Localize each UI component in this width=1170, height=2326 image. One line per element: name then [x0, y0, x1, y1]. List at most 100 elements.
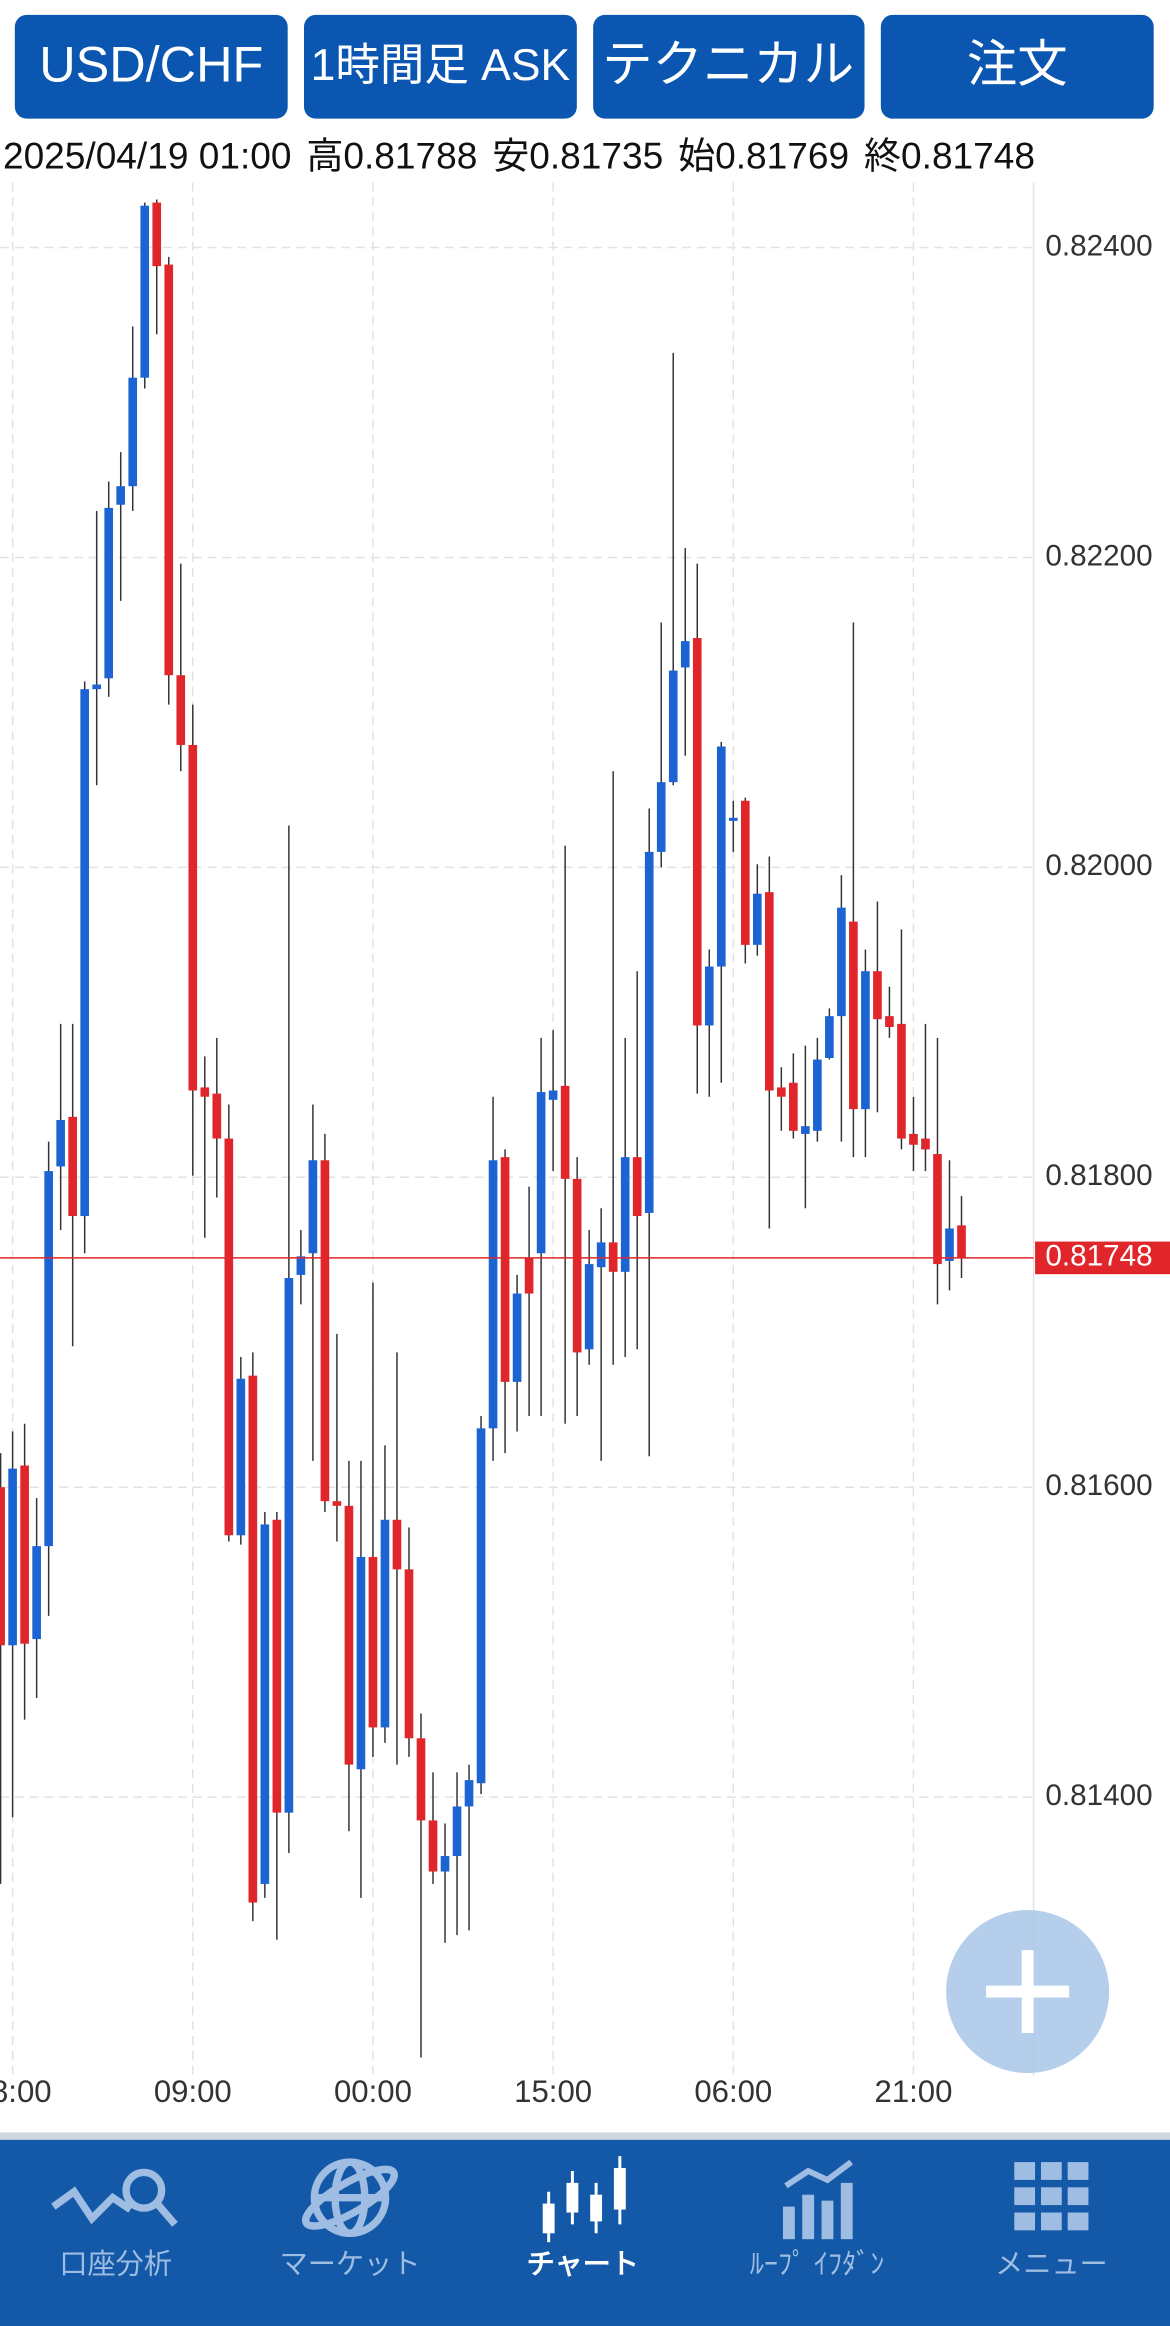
nav-icon-menu	[1014, 2162, 1036, 2180]
nav-icon-menu	[1040, 2162, 1062, 2180]
nav-item[interactable]: メニュー	[995, 2247, 1108, 2279]
candle-body	[584, 1264, 594, 1350]
candle-body	[957, 1225, 966, 1258]
nav-icon-loop	[782, 2159, 853, 2240]
candle-body	[320, 1160, 330, 1502]
candle-body	[765, 892, 774, 1091]
candle-body	[188, 744, 198, 1091]
info-label: 終	[864, 135, 901, 177]
candle-body	[608, 1242, 618, 1272]
candle-body	[632, 1157, 642, 1217]
candle-body	[500, 1157, 510, 1382]
candle-body	[945, 1228, 954, 1261]
candle-body	[104, 507, 114, 679]
candle-body	[80, 689, 90, 1217]
symbol-button[interactable]	[14, 14, 288, 119]
candle-body	[332, 1501, 342, 1506]
candle-body	[356, 1556, 366, 1770]
candle-body	[92, 684, 102, 690]
candle-body	[152, 202, 162, 267]
candle-body	[212, 1093, 222, 1139]
ohlc-info: 2025/04/19 01:00 高0.81788 安0.81735 始0.81769…	[3, 135, 1035, 177]
candle-body	[524, 1257, 534, 1294]
candle-body	[897, 1023, 906, 1139]
candle-body	[596, 1242, 606, 1268]
nav-icon-menu	[1014, 2162, 1089, 2231]
nav-icon-menu	[1014, 2212, 1036, 2231]
x-tick-label: 15:00	[514, 2074, 592, 2109]
candle-body	[572, 1178, 582, 1353]
candle-body	[296, 1256, 306, 1275]
candle-body	[488, 1160, 498, 1429]
nav-item-active[interactable]: チャート	[527, 2247, 639, 2279]
candle-body	[272, 1519, 282, 1813]
y-tick-label: 0.82400	[1045, 229, 1152, 262]
candle-layer	[0, 199, 966, 2058]
nav-icon-menu	[1067, 2187, 1089, 2206]
candle-body	[56, 1119, 65, 1167]
y-tick-label: 0.81800	[1045, 1159, 1152, 1192]
nav-icons	[51, 2158, 398, 2237]
candle-body	[440, 1856, 450, 1872]
candle-body	[8, 1468, 17, 1646]
candle-body	[789, 1082, 798, 1131]
candle-body	[200, 1087, 210, 1097]
candle-body	[392, 1519, 402, 1570]
nav-icon-menu	[1067, 2212, 1089, 2231]
x-tick-label: 18:00	[0, 2074, 52, 2109]
candle-body	[344, 1505, 354, 1765]
candle-body	[128, 377, 138, 487]
nav-icon-analysis	[51, 2186, 133, 2225]
candle-body	[260, 1524, 270, 1884]
info-value: 0.81748	[901, 135, 1035, 177]
candle-body	[560, 1085, 570, 1179]
add-button[interactable]	[946, 1910, 1110, 2074]
technical-button[interactable]	[593, 14, 865, 119]
candle-body	[476, 1428, 486, 1784]
candle-body	[164, 264, 174, 676]
candle-body	[116, 486, 126, 505]
order-button[interactable]	[880, 14, 1154, 119]
candle-body	[236, 1378, 246, 1536]
timeframe-button-label[interactable]: 1時間足 ASK	[311, 41, 571, 90]
candle-body	[644, 851, 654, 1213]
candle-body	[716, 746, 726, 967]
x-tick-label: 09:00	[154, 2074, 232, 2109]
nav-item[interactable]: マーケット	[280, 2247, 421, 2279]
candle-body	[224, 1138, 234, 1536]
candle-body	[921, 1138, 930, 1150]
candle-body	[813, 1059, 822, 1131]
candle-body	[368, 1556, 378, 1728]
last-price-badge	[1035, 1241, 1170, 1275]
candle-body	[909, 1133, 918, 1145]
candle-body	[728, 817, 738, 821]
nav-icon-loop	[784, 2159, 853, 2189]
candle-body	[428, 1820, 438, 1872]
candle-body	[704, 966, 714, 1026]
symbol-button-label[interactable]: USD/CHF	[39, 36, 263, 93]
nav-item[interactable]: 口座分析	[59, 2247, 172, 2279]
candle-body	[885, 1016, 894, 1027]
nav-item[interactable]: ﾙｰﾌﾟ ｲﾌﾀﾞﾝ	[750, 2247, 885, 2279]
candle-body	[512, 1293, 522, 1382]
last-price-label: 0.81748	[1045, 1240, 1152, 1273]
candle-body	[404, 1569, 414, 1739]
candle-body	[308, 1160, 318, 1254]
x-tick-label: 00:00	[334, 2074, 412, 2109]
candle-body	[825, 1016, 834, 1058]
candle-body	[452, 1806, 462, 1857]
info-value: 0.81735	[529, 135, 663, 177]
candle-body	[536, 1092, 546, 1254]
timeframe-button[interactable]	[303, 14, 577, 119]
nav-icon-menu	[1040, 2212, 1062, 2231]
candle-body	[692, 638, 702, 1026]
nav-icon-loop	[840, 2182, 853, 2240]
candle-body	[464, 1780, 474, 1807]
candle-body	[933, 1154, 942, 1265]
nav-icon-menu	[1040, 2187, 1062, 2206]
technical-button-label[interactable]: テクニカル	[602, 36, 854, 93]
candle-body	[849, 921, 858, 1110]
info-label: 高	[306, 135, 343, 177]
order-button-label[interactable]: 注文	[967, 36, 1068, 93]
